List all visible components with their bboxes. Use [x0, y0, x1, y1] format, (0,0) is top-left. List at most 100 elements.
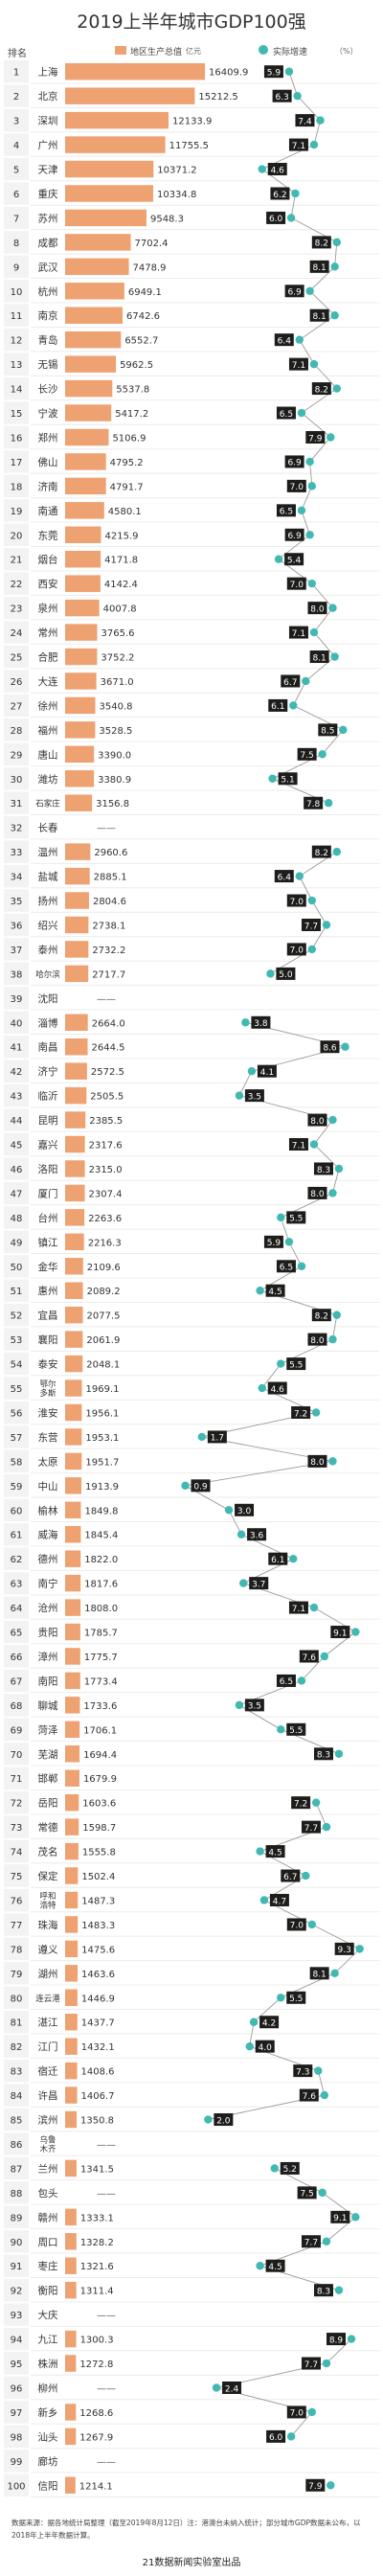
growth-label-box [284, 553, 304, 566]
city-name: 衡阳 [38, 2286, 58, 2297]
city-name: 榆林 [38, 1504, 58, 1516]
rank-number: 14 [11, 385, 23, 396]
city-name: 兰州 [38, 2162, 58, 2175]
rank-number: 85 [11, 2116, 23, 2127]
rank-number: 72 [11, 1799, 23, 1810]
growth-value-label: 7.3 [296, 2067, 309, 2077]
gdp-value-label: 2717.7 [92, 969, 125, 980]
city-name: 常州 [38, 627, 58, 639]
growth-value-label: 6.1 [271, 702, 284, 712]
rank-number: 99 [11, 2457, 23, 2468]
gdp-bar [65, 404, 112, 422]
city-name: 太原 [38, 1455, 58, 1468]
gdp-value-label: —— [97, 2383, 116, 2394]
gdp-bar [65, 575, 101, 592]
gdp-value-label: 10334.8 [157, 190, 196, 200]
rank-number: 50 [11, 1263, 23, 1273]
rank-cell [4, 1206, 29, 1229]
row-texts: 1 上海 16409.9 2 北京 15212.5 3 深圳 12133.9 4 广州 11755.5… [7, 66, 248, 2493]
rank-cell [4, 1108, 29, 1131]
growth-dot [351, 1628, 360, 1636]
rank-number: 98 [11, 2432, 23, 2443]
gdp-value-label: 1475.6 [81, 1945, 115, 1955]
growth-dot [307, 579, 316, 588]
growth-dot [328, 1457, 337, 1466]
rank-cell [4, 1036, 29, 1059]
city-name: 济宁 [38, 1065, 58, 1078]
gdp-value-label: 1437.7 [81, 2018, 115, 2029]
growth-dot [311, 1408, 321, 1417]
gdp-bar [65, 1111, 86, 1128]
city-name: 合肥 [38, 651, 58, 664]
growth-label-box [276, 1674, 296, 1687]
growth-value-label: 7.6 [303, 2092, 317, 2102]
growth-label-box [301, 1820, 321, 1834]
rank-number: 34 [11, 873, 23, 883]
gdp-bar [65, 721, 96, 739]
gdp-value-label: 10371.2 [157, 166, 196, 176]
rank-number: 96 [11, 2383, 23, 2394]
rank-number: 35 [11, 897, 23, 907]
growth-label-box [286, 2405, 306, 2419]
growth-dot [309, 627, 319, 637]
gdp-value-label: 1408.6 [81, 2067, 115, 2078]
rank-number: 21 [11, 556, 23, 566]
city-name: 中山 [38, 1480, 58, 1493]
gdp-bar [65, 2014, 78, 2031]
growth-value-label: 7.1 [292, 1605, 305, 1614]
gdp-bar [65, 477, 106, 495]
gdp-bar [65, 624, 98, 641]
growth-label-box [286, 1918, 306, 1931]
gdp-bar [65, 1574, 81, 1592]
growth-dot [295, 335, 304, 344]
gdp-bar [65, 1989, 78, 2006]
growth-value-label: 8.0 [310, 1458, 325, 1468]
rank-cell [4, 1060, 29, 1083]
growth-value-label: 8.2 [315, 1311, 328, 1321]
growth-label-box [259, 2016, 280, 2029]
growth-label-box [307, 1186, 327, 1199]
growth-dot [297, 1676, 306, 1685]
growth-value-label: 8.0 [310, 1117, 325, 1127]
city-name: 金华 [38, 1261, 58, 1273]
growth-dot [258, 1383, 266, 1393]
city-name: 枣庄 [38, 2260, 58, 2272]
city-name: 株洲 [38, 2358, 58, 2370]
growth-value-label: 8.6 [323, 1044, 337, 1054]
growth-label-box [288, 626, 308, 639]
growth-value-label: 3.5 [248, 1092, 261, 1102]
rank-number: 3 [13, 117, 19, 127]
growth-label-box [281, 674, 301, 688]
growth-dots [181, 67, 364, 2490]
rank-cell [4, 1694, 29, 1717]
city-name: 泰安 [38, 1358, 58, 1371]
gdp-bar [65, 2355, 77, 2372]
rank-number: 47 [11, 1189, 23, 1199]
growth-dot [314, 2066, 323, 2075]
rank-cell [4, 1132, 29, 1156]
growth-dot [322, 921, 331, 929]
growth-dot [334, 2286, 344, 2294]
gdp-bar [65, 1891, 79, 1909]
gdp-bar [65, 2110, 78, 2129]
gdp-bar [65, 453, 106, 470]
growth-value-label: 8.3 [317, 2287, 330, 2296]
growth-label-box [286, 1991, 306, 2004]
rank-cell [4, 2425, 29, 2449]
rank-number: 20 [11, 531, 23, 541]
growth-value-label: 6.5 [280, 410, 293, 420]
rank-cell [4, 548, 29, 571]
rank-cell [4, 1864, 29, 1887]
growth-dot [235, 1091, 244, 1100]
rank-cell [4, 1401, 29, 1425]
rank-number: 40 [11, 1018, 23, 1029]
growth-dot [256, 1847, 264, 1856]
growth-value-label: 5.1 [281, 776, 294, 786]
growth-value-label: 4.5 [268, 1848, 282, 1858]
growth-label-box [244, 1089, 264, 1103]
gdp-value-label: 6552.7 [124, 336, 158, 347]
growth-label-box [288, 1138, 308, 1151]
growth-value-label: 2.4 [225, 2384, 239, 2394]
rank-cell [4, 255, 29, 279]
rank-number: 59 [11, 1482, 23, 1493]
